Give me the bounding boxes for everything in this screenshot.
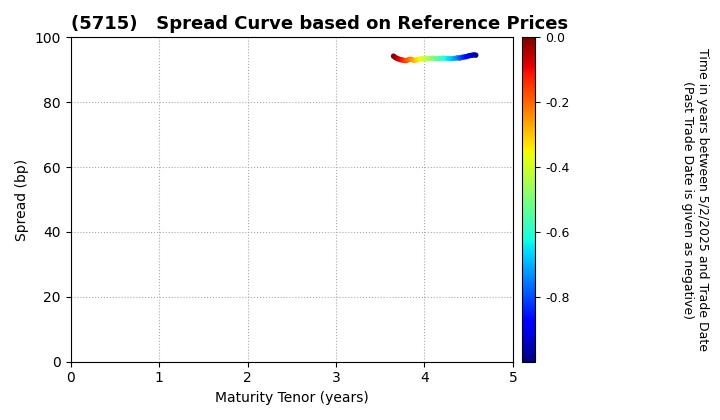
Point	[462, 53, 473, 60]
Point	[390, 54, 401, 61]
Point	[468, 52, 480, 58]
Point	[398, 57, 410, 64]
Point	[437, 55, 449, 61]
Point	[463, 52, 474, 59]
Point	[404, 56, 415, 63]
Point	[448, 55, 459, 62]
Point	[435, 55, 446, 62]
Point	[410, 57, 422, 63]
Point	[456, 54, 467, 61]
Point	[464, 52, 476, 59]
Point	[429, 55, 441, 62]
Point	[417, 56, 428, 63]
Point	[408, 57, 419, 63]
Point	[432, 55, 444, 62]
Point	[427, 55, 438, 61]
Point	[413, 56, 424, 63]
Point	[440, 55, 451, 62]
Text: (5715)   Spread Curve based on Reference Prices: (5715) Spread Curve based on Reference P…	[71, 15, 568, 33]
Point	[458, 54, 469, 60]
Point	[470, 52, 482, 58]
Point	[388, 53, 400, 60]
Point	[467, 52, 478, 58]
Point	[402, 57, 413, 63]
Point	[421, 55, 433, 62]
Point	[395, 56, 406, 63]
Y-axis label: Time in years between 5/2/2025 and Trade Date
(Past Trade Date is given as negat: Time in years between 5/2/2025 and Trade…	[680, 48, 708, 351]
Point	[454, 55, 466, 61]
Point	[452, 55, 464, 61]
Point	[393, 56, 405, 63]
Point	[397, 57, 408, 63]
Point	[443, 55, 454, 62]
Point	[445, 55, 456, 62]
Point	[424, 55, 436, 62]
Point	[419, 55, 431, 62]
Point	[459, 53, 471, 60]
X-axis label: Maturity Tenor (years): Maturity Tenor (years)	[215, 391, 369, 405]
Point	[451, 55, 462, 61]
Point	[415, 55, 427, 62]
Y-axis label: Spread (bp): Spread (bp)	[15, 158, 29, 241]
Point	[409, 57, 420, 64]
Point	[400, 57, 412, 64]
Point	[405, 56, 417, 63]
Point	[391, 55, 402, 62]
